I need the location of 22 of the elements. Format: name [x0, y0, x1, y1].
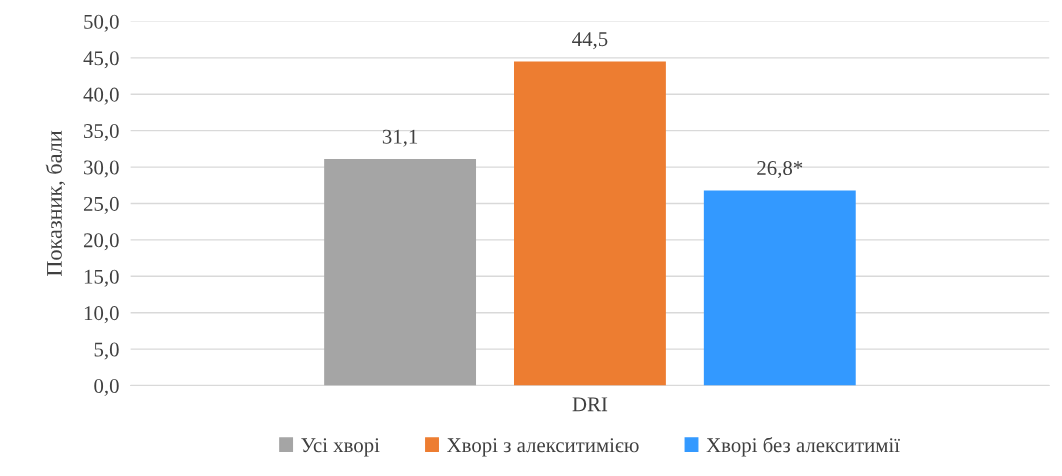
legend-label: Хворі без алекситимії	[706, 437, 900, 457]
legend-label: Усі хворі	[301, 438, 380, 457]
x-tick-label: DRI	[572, 397, 608, 412]
y-tick-label: 0,0	[94, 378, 119, 396]
y-tick-label: 15,0	[84, 269, 119, 287]
data-label: 26,8*	[757, 160, 803, 179]
y-tick-label: 25,0	[83, 196, 119, 214]
bar	[703, 190, 856, 386]
y-tick-label: 35,0	[84, 124, 119, 142]
data-label: 44,5	[572, 32, 608, 50]
bar	[514, 61, 666, 386]
y-axis-title: Показник, бали	[45, 130, 66, 276]
data-label: 31,1	[382, 129, 418, 147]
legend-label: Хворі з алекситимією	[447, 438, 639, 457]
y-tick-label: 5,0	[94, 342, 119, 360]
bar	[324, 159, 477, 386]
y-tick-label: 30,0	[84, 160, 119, 178]
y-tick-label: 50,0	[84, 14, 119, 32]
y-tick-label: 40,0	[83, 87, 119, 105]
y-tick-label: 10,0	[84, 306, 119, 324]
y-tick-label: 45,0	[83, 51, 119, 69]
y-tick-label: 20,0	[83, 233, 119, 251]
